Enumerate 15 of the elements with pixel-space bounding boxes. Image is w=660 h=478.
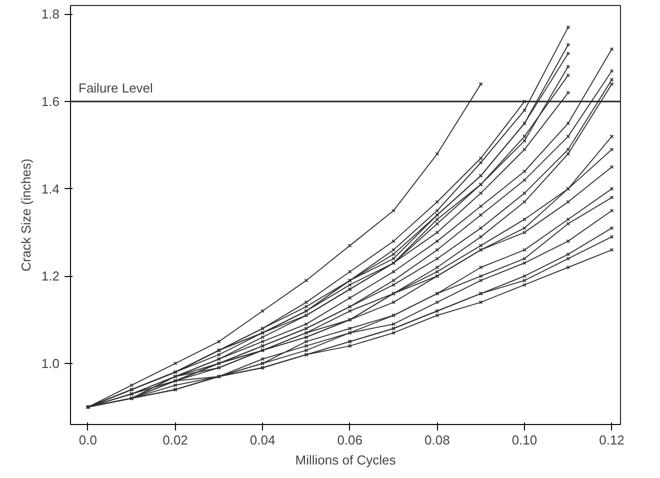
y-tick-label: 1.8 <box>41 6 60 22</box>
x-axis-title: Millions of Cycles <box>295 452 396 468</box>
x-tick-label: 0.06 <box>337 432 363 448</box>
ref-line-label: Failure Level <box>78 80 154 96</box>
y-tick-label: 1.6 <box>41 94 60 110</box>
y-tick-label: 1.2 <box>41 268 60 284</box>
y-tick-label: 1.4 <box>41 181 60 196</box>
x-tick-label: 0.04 <box>250 432 276 448</box>
y-axis-title: Crack Size (inches) <box>18 158 34 272</box>
x-tick-label: 0.10 <box>512 432 538 448</box>
x-tick-label: 0.08 <box>424 432 450 448</box>
x-tick-label: 0.0 <box>78 432 98 448</box>
y-tick-label: 1.0 <box>41 356 60 371</box>
x-tick-label: 0.12 <box>599 432 624 448</box>
x-tick-label: 0.02 <box>162 432 188 448</box>
